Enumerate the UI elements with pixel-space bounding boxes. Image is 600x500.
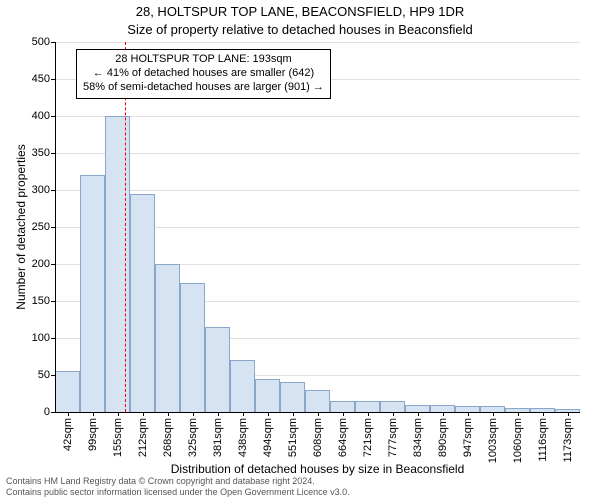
x-tick-label: 42sqm [62, 418, 74, 451]
annotation-line-1: 28 HOLTSPUR TOP LANE: 193sqm [83, 53, 324, 67]
x-tick-mark [243, 412, 244, 416]
x-tick-mark [493, 412, 494, 416]
x-tick-label: 834sqm [412, 418, 424, 457]
x-tick-mark [93, 412, 94, 416]
x-tick-label: 1116sqm [537, 418, 549, 462]
x-tick-mark [193, 412, 194, 416]
x-axis-label: Distribution of detached houses by size … [55, 462, 580, 476]
x-tick-mark [343, 412, 344, 416]
gridline [55, 42, 580, 43]
y-tick-mark [51, 412, 55, 413]
footer-line-1: Contains HM Land Registry data © Crown c… [6, 476, 350, 487]
x-tick-label: 99sqm [87, 418, 99, 451]
x-tick-label: 890sqm [437, 418, 449, 457]
x-tick-mark [418, 412, 419, 416]
y-tick-label: 200 [32, 258, 50, 270]
chart-title-line2: Size of property relative to detached ho… [0, 22, 600, 37]
y-tick-label: 100 [32, 332, 50, 344]
x-tick-label: 155sqm [112, 418, 124, 457]
histogram-bar [180, 283, 205, 413]
gridline [55, 153, 580, 154]
x-tick-mark [293, 412, 294, 416]
gridline [55, 116, 580, 117]
x-tick-label: 777sqm [387, 418, 399, 457]
y-tick-label: 450 [32, 73, 50, 85]
footer-line-2: Contains public sector information licen… [6, 487, 350, 498]
histogram-bar [230, 360, 255, 412]
histogram-bar [380, 401, 405, 412]
y-tick-mark [51, 375, 55, 376]
x-tick-label: 494sqm [262, 418, 274, 457]
y-tick-mark [51, 79, 55, 80]
gridline [55, 190, 580, 191]
histogram-bar [255, 379, 280, 412]
y-tick-mark [51, 190, 55, 191]
y-tick-label: 300 [32, 184, 50, 196]
x-tick-mark [268, 412, 269, 416]
x-tick-mark [118, 412, 119, 416]
y-tick-mark [51, 301, 55, 302]
x-tick-mark [543, 412, 544, 416]
x-tick-label: 1173sqm [562, 418, 574, 462]
histogram-bar [430, 405, 455, 412]
x-tick-mark [468, 412, 469, 416]
chart-title-line1: 28, HOLTSPUR TOP LANE, BEACONSFIELD, HP9… [0, 4, 600, 19]
footer: Contains HM Land Registry data © Crown c… [6, 476, 350, 498]
x-tick-mark [443, 412, 444, 416]
x-tick-label: 947sqm [462, 418, 474, 457]
x-tick-label: 721sqm [362, 418, 374, 457]
x-tick-mark [143, 412, 144, 416]
histogram-bar [280, 382, 305, 412]
y-tick-label: 500 [32, 36, 50, 48]
annotation-line-2: ← 41% of detached houses are smaller (64… [83, 67, 324, 81]
x-tick-label: 268sqm [162, 418, 174, 457]
x-tick-mark [68, 412, 69, 416]
y-axis-line [55, 42, 56, 412]
y-tick-mark [51, 153, 55, 154]
histogram-bar [155, 264, 180, 412]
histogram-bar [55, 371, 80, 412]
x-tick-label: 325sqm [187, 418, 199, 457]
x-tick-mark [368, 412, 369, 416]
x-tick-label: 551sqm [287, 418, 299, 457]
x-tick-mark [318, 412, 319, 416]
x-tick-label: 438sqm [237, 418, 249, 457]
x-tick-label: 608sqm [312, 418, 324, 457]
y-tick-label: 0 [44, 406, 50, 418]
histogram-bar [130, 194, 155, 412]
y-tick-mark [51, 264, 55, 265]
x-tick-mark [568, 412, 569, 416]
histogram-bar [305, 390, 330, 412]
x-tick-label: 1003sqm [487, 418, 499, 463]
x-tick-label: 212sqm [137, 418, 149, 457]
annotation-box: 28 HOLTSPUR TOP LANE: 193sqm ← 41% of de… [76, 49, 331, 98]
histogram-bar [80, 175, 105, 412]
y-tick-mark [51, 227, 55, 228]
x-tick-label: 381sqm [212, 418, 224, 457]
x-tick-mark [393, 412, 394, 416]
y-tick-mark [51, 116, 55, 117]
histogram-bar [355, 401, 380, 412]
histogram-bar [405, 405, 430, 412]
y-tick-label: 50 [38, 369, 50, 381]
chart-container: 28, HOLTSPUR TOP LANE, BEACONSFIELD, HP9… [0, 0, 600, 500]
x-tick-mark [168, 412, 169, 416]
x-tick-mark [218, 412, 219, 416]
y-tick-mark [51, 338, 55, 339]
x-tick-mark [518, 412, 519, 416]
y-tick-label: 400 [32, 110, 50, 122]
y-axis-label: Number of detached properties [14, 42, 28, 412]
y-tick-mark [51, 42, 55, 43]
x-tick-label: 1060sqm [512, 418, 524, 463]
histogram-bar [330, 401, 355, 412]
y-tick-label: 150 [32, 295, 50, 307]
annotation-line-3: 58% of semi-detached houses are larger (… [83, 81, 324, 95]
y-tick-label: 350 [32, 147, 50, 159]
y-tick-label: 250 [32, 221, 50, 233]
histogram-bar [205, 327, 230, 412]
x-tick-label: 664sqm [337, 418, 349, 457]
